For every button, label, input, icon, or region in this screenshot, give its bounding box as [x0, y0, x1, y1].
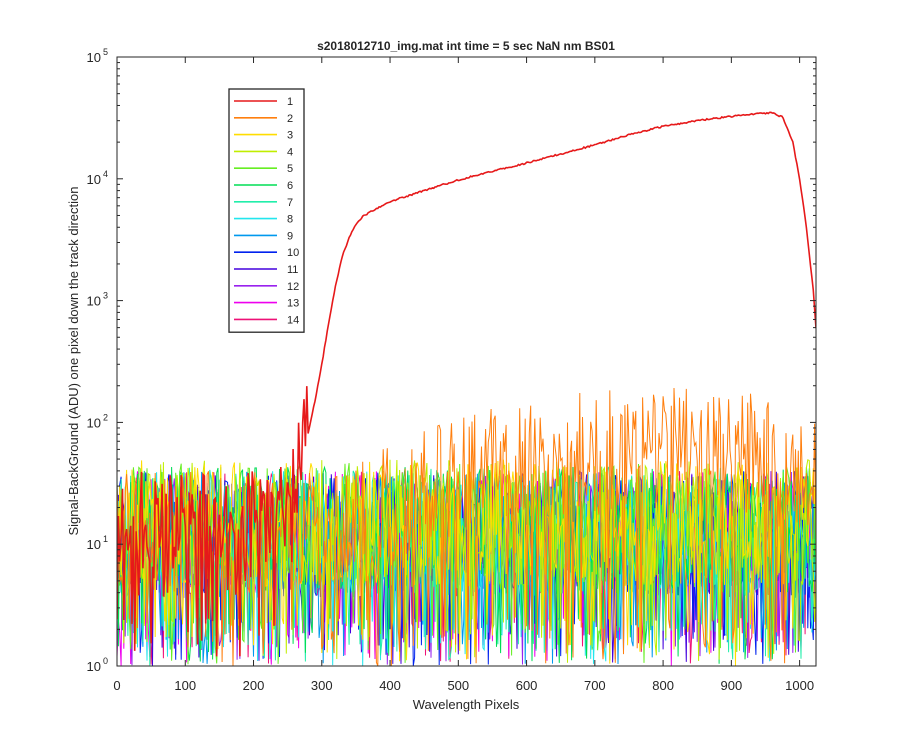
x-tick-label: 0	[113, 678, 120, 693]
axes-box	[116, 56, 817, 667]
legend-label-10: 10	[287, 247, 299, 259]
x-tick-label: 200	[243, 678, 265, 693]
x-tick-label: 700	[584, 678, 606, 693]
x-axis-label: Wavelength Pixels	[413, 697, 520, 712]
legend-label-3: 3	[287, 130, 293, 142]
x-tick-label: 500	[447, 678, 469, 693]
legend-label-6: 6	[287, 180, 293, 192]
series-layer	[117, 111, 816, 666]
series-line-2	[117, 387, 816, 666]
legend-label-14: 14	[287, 314, 299, 326]
legend-label-2: 2	[287, 113, 293, 125]
legend-box	[228, 88, 305, 333]
legend-label-4: 4	[287, 146, 293, 158]
y-tick-label: 10	[87, 659, 101, 674]
series-line-1	[117, 111, 816, 657]
series-line-3	[117, 459, 816, 666]
x-tick-label: 1000	[785, 678, 814, 693]
x-tick-label: 100	[174, 678, 196, 693]
x-tick-label: 300	[311, 678, 333, 693]
x-tick-label: 800	[652, 678, 674, 693]
y-tick-exponent: 2	[103, 412, 108, 422]
y-tick-label: 10	[87, 537, 101, 552]
y-tick-exponent: 1	[103, 534, 108, 544]
y-tick-label: 10	[87, 415, 101, 430]
legend-label-1: 1	[287, 96, 293, 108]
chart-title: s2018012710_img.mat int time = 5 sec NaN…	[317, 39, 615, 53]
y-tick-label: 10	[87, 294, 101, 309]
legend-label-11: 11	[287, 264, 298, 276]
y-tick-exponent: 5	[103, 47, 108, 57]
y-tick-exponent: 3	[103, 291, 108, 301]
y-tick-label: 10	[87, 50, 101, 65]
legend-label-7: 7	[287, 197, 293, 209]
legend-label-9: 9	[287, 230, 293, 242]
x-tick-label: 400	[379, 678, 401, 693]
legend-label-8: 8	[287, 214, 293, 226]
y-axis-label: Signal-BackGround (ADU) one pixel down t…	[66, 186, 81, 535]
y-tick-label: 10	[87, 172, 101, 187]
y-tick-exponent: 0	[103, 656, 108, 666]
legend-label-12: 12	[287, 281, 299, 293]
x-tick-label: 600	[516, 678, 538, 693]
x-tick-label: 900	[721, 678, 743, 693]
legend-label-13: 13	[287, 298, 299, 310]
y-tick-exponent: 4	[103, 169, 108, 179]
legend-label-5: 5	[287, 163, 293, 175]
